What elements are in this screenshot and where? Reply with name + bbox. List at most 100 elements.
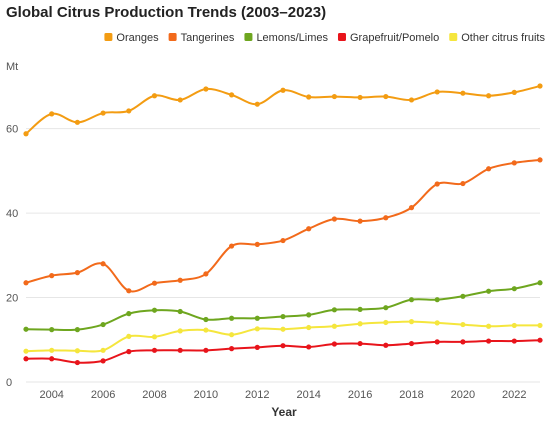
data-point-lemons-limes-2004[interactable] (49, 327, 55, 333)
data-point-tangerines-2011[interactable] (229, 243, 235, 249)
data-point-grapefruit-pomelo-2007[interactable] (126, 349, 132, 355)
data-point-oranges-2017[interactable] (383, 93, 389, 100)
data-point-oranges-2008[interactable] (151, 93, 158, 99)
data-point-oranges-2016[interactable] (357, 94, 363, 101)
data-point-lemons-limes-2020[interactable] (460, 293, 466, 299)
data-point-lemons-limes-2009[interactable] (177, 308, 183, 315)
data-point-grapefruit-pomelo-2023[interactable] (537, 337, 543, 343)
data-point-oranges-2014[interactable] (306, 94, 312, 100)
data-point-grapefruit-pomelo-2005[interactable] (74, 359, 80, 366)
data-point-tangerines-2017[interactable] (383, 215, 389, 221)
data-point-lemons-limes-2014[interactable] (306, 312, 312, 318)
data-point-grapefruit-pomelo-2003[interactable] (23, 356, 29, 362)
legend-item-oranges[interactable]: Oranges (104, 32, 159, 44)
data-point-oranges-2011[interactable] (229, 92, 235, 98)
data-point-oranges-2021[interactable] (486, 93, 492, 99)
data-point-oranges-2019[interactable] (434, 89, 440, 95)
data-point-other-citrus-fruits-2013[interactable] (280, 326, 286, 332)
data-point-tangerines-2009[interactable] (177, 277, 183, 283)
data-point-grapefruit-pomelo-2022[interactable] (511, 338, 517, 344)
data-point-tangerines-2021[interactable] (486, 166, 492, 172)
data-point-grapefruit-pomelo-2016[interactable] (357, 340, 363, 347)
data-point-tangerines-2003[interactable] (23, 280, 29, 286)
data-point-grapefruit-pomelo-2009[interactable] (177, 347, 183, 353)
data-point-lemons-limes-2016[interactable] (357, 306, 363, 312)
data-point-grapefruit-pomelo-2008[interactable] (151, 347, 158, 353)
data-point-tangerines-2023[interactable] (537, 157, 543, 163)
data-point-grapefruit-pomelo-2012[interactable] (254, 344, 260, 350)
data-point-other-citrus-fruits-2012[interactable] (254, 326, 260, 332)
data-point-oranges-2003[interactable] (23, 131, 29, 137)
data-point-lemons-limes-2017[interactable] (383, 305, 389, 311)
data-point-tangerines-2015[interactable] (331, 216, 337, 222)
data-point-other-citrus-fruits-2015[interactable] (331, 323, 337, 329)
data-point-other-citrus-fruits-2005[interactable] (74, 348, 80, 354)
data-point-tangerines-2006[interactable] (100, 261, 106, 267)
data-point-tangerines-2020[interactable] (460, 180, 466, 187)
data-point-other-citrus-fruits-2008[interactable] (151, 334, 158, 340)
data-point-tangerines-2022[interactable] (511, 160, 517, 166)
data-point-tangerines-2016[interactable] (357, 218, 363, 224)
legend-item-other-citrus-fruits[interactable]: Other citrus fruits (449, 32, 545, 44)
data-point-grapefruit-pomelo-2014[interactable] (306, 344, 312, 350)
data-point-lemons-limes-2023[interactable] (537, 280, 543, 286)
data-point-other-citrus-fruits-2020[interactable] (460, 321, 466, 328)
data-point-other-citrus-fruits-2021[interactable] (486, 323, 492, 329)
data-point-grapefruit-pomelo-2015[interactable] (331, 341, 337, 347)
data-point-grapefruit-pomelo-2013[interactable] (280, 343, 286, 349)
data-point-grapefruit-pomelo-2011[interactable] (229, 346, 235, 352)
data-point-lemons-limes-2021[interactable] (486, 288, 492, 294)
data-point-lemons-limes-2012[interactable] (254, 315, 260, 321)
data-point-tangerines-2004[interactable] (49, 273, 55, 279)
data-point-grapefruit-pomelo-2021[interactable] (486, 338, 492, 344)
data-point-lemons-limes-2019[interactable] (434, 297, 440, 303)
data-point-grapefruit-pomelo-2017[interactable] (383, 342, 389, 348)
data-point-other-citrus-fruits-2016[interactable] (357, 321, 363, 327)
data-point-tangerines-2007[interactable] (126, 288, 132, 294)
data-point-other-citrus-fruits-2023[interactable] (537, 322, 543, 329)
data-point-oranges-2018[interactable] (408, 97, 415, 103)
data-point-oranges-2010[interactable] (203, 86, 209, 92)
legend-item-grapefruit-pomelo[interactable]: Grapefruit/Pomelo (337, 32, 439, 44)
data-point-other-citrus-fruits-2017[interactable] (383, 319, 389, 326)
data-point-lemons-limes-2022[interactable] (511, 286, 517, 292)
data-point-other-citrus-fruits-2010[interactable] (203, 327, 209, 333)
data-point-lemons-limes-2007[interactable] (126, 311, 132, 317)
data-point-tangerines-2005[interactable] (74, 270, 80, 276)
data-point-other-citrus-fruits-2003[interactable] (23, 348, 29, 354)
data-point-lemons-limes-2013[interactable] (280, 313, 286, 320)
data-point-oranges-2022[interactable] (511, 89, 517, 95)
data-point-lemons-limes-2008[interactable] (151, 307, 158, 313)
data-point-grapefruit-pomelo-2006[interactable] (100, 358, 106, 364)
data-point-grapefruit-pomelo-2010[interactable] (203, 347, 209, 353)
data-point-other-citrus-fruits-2011[interactable] (229, 332, 235, 338)
data-point-tangerines-2012[interactable] (254, 241, 260, 247)
data-point-tangerines-2014[interactable] (306, 226, 312, 232)
data-point-other-citrus-fruits-2018[interactable] (408, 319, 415, 325)
legend-item-tangerines[interactable]: Tangerines (168, 32, 235, 44)
data-point-other-citrus-fruits-2022[interactable] (511, 322, 517, 329)
data-point-lemons-limes-2006[interactable] (100, 321, 106, 328)
data-point-oranges-2023[interactable] (537, 83, 543, 89)
data-point-oranges-2013[interactable] (280, 87, 286, 93)
data-point-grapefruit-pomelo-2020[interactable] (460, 339, 466, 345)
data-point-tangerines-2013[interactable] (280, 237, 286, 244)
data-point-lemons-limes-2011[interactable] (229, 315, 235, 321)
data-point-tangerines-2019[interactable] (434, 181, 440, 187)
data-point-grapefruit-pomelo-2018[interactable] (408, 340, 415, 347)
data-point-oranges-2009[interactable] (177, 97, 183, 103)
data-point-other-citrus-fruits-2007[interactable] (126, 333, 132, 339)
data-point-oranges-2012[interactable] (254, 101, 260, 107)
legend-item-lemons-limes[interactable]: Lemons/Limes (244, 32, 328, 44)
data-point-tangerines-2018[interactable] (408, 205, 415, 211)
data-point-grapefruit-pomelo-2004[interactable] (49, 356, 55, 362)
data-point-grapefruit-pomelo-2019[interactable] (434, 339, 440, 345)
data-point-oranges-2020[interactable] (460, 90, 466, 96)
data-point-other-citrus-fruits-2019[interactable] (434, 320, 440, 326)
data-point-oranges-2005[interactable] (74, 119, 80, 125)
data-point-lemons-limes-2005[interactable] (74, 327, 80, 333)
data-point-lemons-limes-2015[interactable] (331, 307, 337, 313)
data-point-other-citrus-fruits-2004[interactable] (49, 347, 55, 353)
data-point-tangerines-2008[interactable] (151, 280, 158, 286)
data-point-oranges-2004[interactable] (49, 111, 55, 117)
